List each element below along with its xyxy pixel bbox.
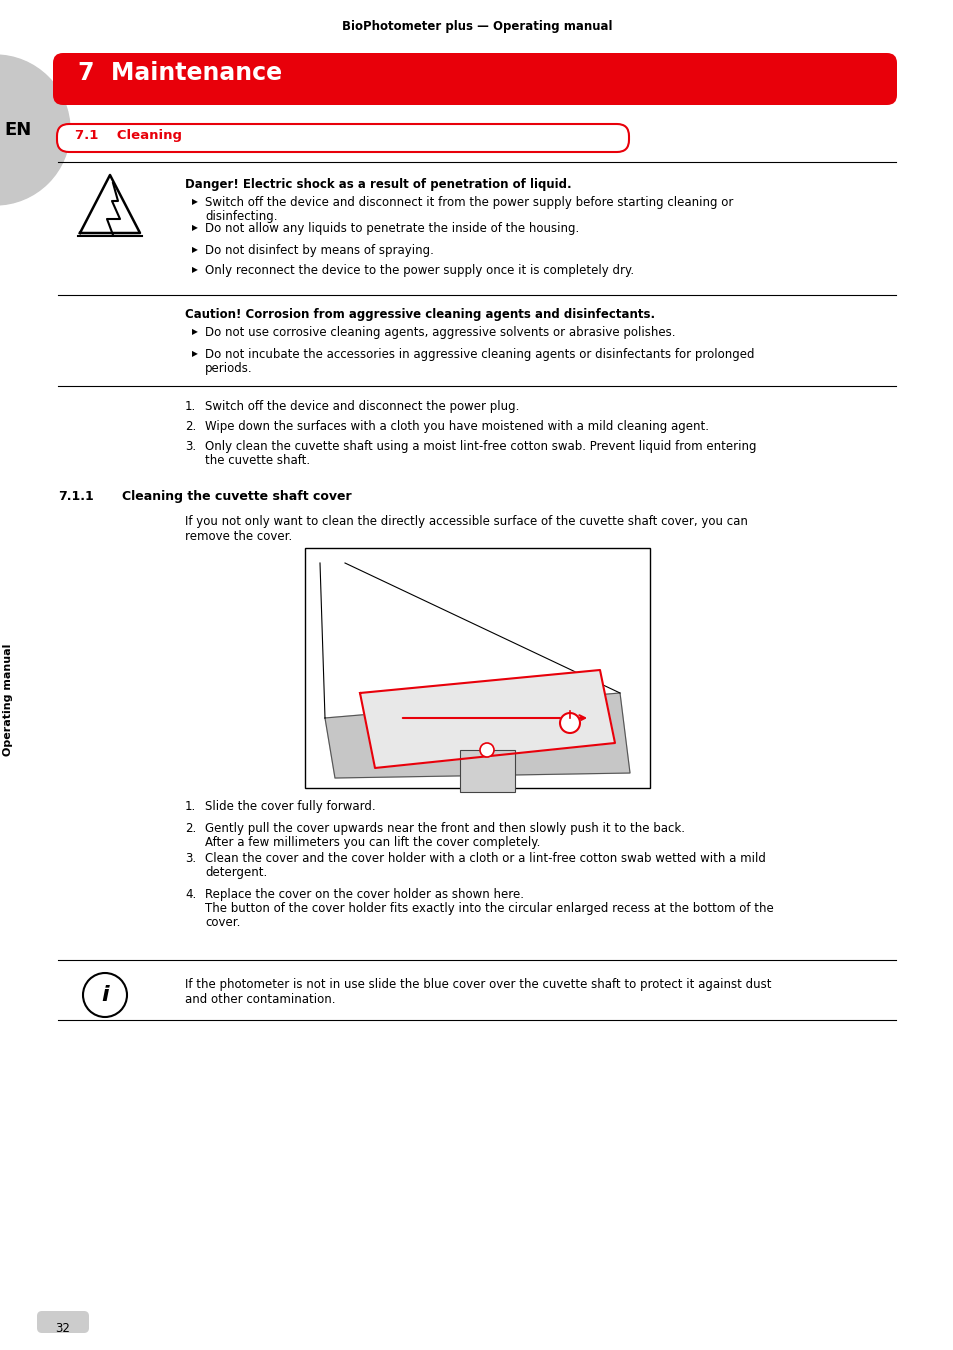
Text: 4.: 4. (185, 888, 196, 900)
Text: ▶: ▶ (192, 327, 197, 336)
Text: ▶: ▶ (192, 223, 197, 232)
Text: 7  Maintenance: 7 Maintenance (78, 61, 282, 85)
Text: 3.: 3. (185, 440, 196, 454)
Text: 32: 32 (55, 1322, 71, 1335)
Text: Wipe down the surfaces with a cloth you have moistened with a mild cleaning agen: Wipe down the surfaces with a cloth you … (205, 420, 708, 433)
Text: ▶: ▶ (192, 265, 197, 274)
Text: Cleaning the cuvette shaft cover: Cleaning the cuvette shaft cover (122, 490, 352, 504)
Text: Danger! Electric shock as a result of penetration of liquid.: Danger! Electric shock as a result of pe… (185, 178, 571, 190)
Text: Caution! Corrosion from aggressive cleaning agents and disinfectants.: Caution! Corrosion from aggressive clean… (185, 308, 655, 321)
Text: EN: EN (5, 122, 31, 139)
Text: 3.: 3. (185, 852, 196, 865)
Text: ▶: ▶ (192, 197, 197, 207)
Text: 1.: 1. (185, 400, 196, 413)
Text: i: i (101, 986, 109, 1004)
Text: the cuvette shaft.: the cuvette shaft. (205, 454, 310, 467)
Text: Do not incubate the accessories in aggressive cleaning agents or disinfectants f: Do not incubate the accessories in aggre… (205, 348, 754, 360)
Text: Only reconnect the device to the power supply once it is completely dry.: Only reconnect the device to the power s… (205, 265, 634, 277)
Text: 1.: 1. (185, 801, 196, 813)
Text: Do not disinfect by means of spraying.: Do not disinfect by means of spraying. (205, 244, 434, 256)
Text: remove the cover.: remove the cover. (185, 531, 292, 543)
Polygon shape (359, 670, 615, 768)
Bar (305, 548, 649, 788)
Text: periods.: periods. (205, 362, 253, 375)
Text: Gently pull the cover upwards near the front and then slowly push it to the back: Gently pull the cover upwards near the f… (205, 822, 684, 836)
Text: Clean the cover and the cover holder with a cloth or a lint-free cotton swab wet: Clean the cover and the cover holder wit… (205, 852, 765, 865)
Text: Only clean the cuvette shaft using a moist lint-free cotton swab. Prevent liquid: Only clean the cuvette shaft using a moi… (205, 440, 756, 454)
Text: BioPhotometer plus — Operating manual: BioPhotometer plus — Operating manual (341, 20, 612, 32)
Text: ▶: ▶ (192, 350, 197, 358)
Text: Switch off the device and disconnect it from the power supply before starting cl: Switch off the device and disconnect it … (205, 196, 733, 209)
Text: detergent.: detergent. (205, 865, 267, 879)
Circle shape (559, 713, 579, 733)
FancyBboxPatch shape (57, 124, 628, 153)
Text: Do not allow any liquids to penetrate the inside of the housing.: Do not allow any liquids to penetrate th… (205, 221, 578, 235)
Text: Slide the cover fully forward.: Slide the cover fully forward. (205, 801, 375, 813)
Text: Replace the cover on the cover holder as shown here.: Replace the cover on the cover holder as… (205, 888, 523, 900)
Circle shape (0, 55, 70, 205)
Text: 2.: 2. (185, 420, 196, 433)
Text: If you not only want to clean the directly accessible surface of the cuvette sha: If you not only want to clean the direct… (185, 514, 747, 528)
Text: Operating manual: Operating manual (3, 644, 13, 756)
Polygon shape (80, 176, 140, 234)
Text: disinfecting.: disinfecting. (205, 211, 277, 223)
Text: 7.1.1: 7.1.1 (58, 490, 93, 504)
Text: 7.1    Cleaning: 7.1 Cleaning (75, 130, 182, 142)
FancyBboxPatch shape (459, 751, 515, 792)
Text: The button of the cover holder fits exactly into the circular enlarged recess at: The button of the cover holder fits exac… (205, 902, 773, 915)
FancyBboxPatch shape (53, 53, 896, 105)
Text: cover.: cover. (205, 917, 240, 929)
Circle shape (479, 743, 494, 757)
FancyBboxPatch shape (37, 1311, 89, 1332)
Text: ▶: ▶ (192, 244, 197, 254)
Text: If the photometer is not in use slide the blue cover over the cuvette shaft to p: If the photometer is not in use slide th… (185, 977, 771, 991)
Text: After a few millimeters you can lift the cover completely.: After a few millimeters you can lift the… (205, 836, 539, 849)
Text: Do not use corrosive cleaning agents, aggressive solvents or abrasive polishes.: Do not use corrosive cleaning agents, ag… (205, 325, 675, 339)
Text: Switch off the device and disconnect the power plug.: Switch off the device and disconnect the… (205, 400, 518, 413)
Polygon shape (325, 693, 629, 778)
Text: 2.: 2. (185, 822, 196, 836)
Text: and other contamination.: and other contamination. (185, 994, 335, 1006)
Circle shape (83, 973, 127, 1017)
